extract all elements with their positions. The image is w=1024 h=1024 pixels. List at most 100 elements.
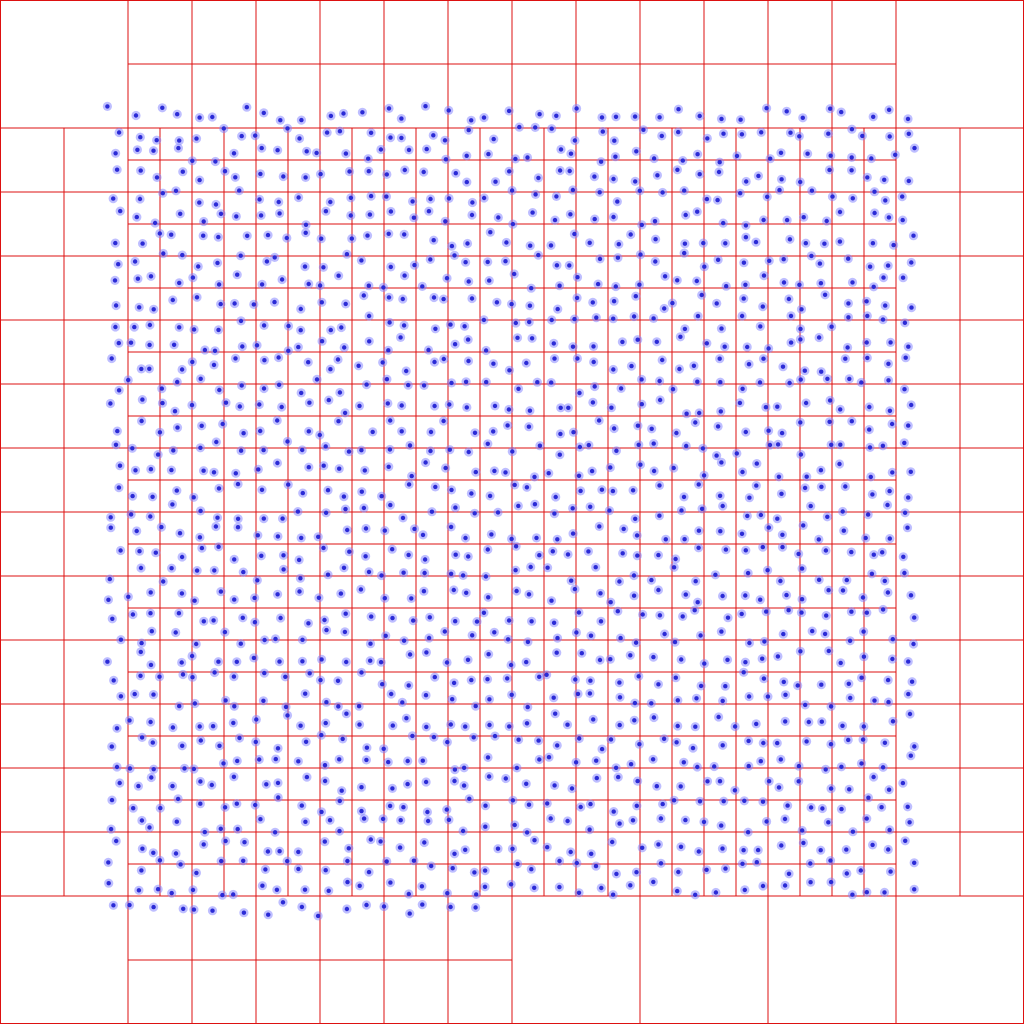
data-point (512, 763, 522, 773)
data-point (506, 879, 516, 889)
data-point (190, 698, 200, 709)
data-point (867, 489, 878, 499)
data-point (234, 186, 244, 196)
data-point (174, 136, 184, 146)
data-point (909, 741, 919, 752)
data-point (534, 672, 544, 682)
data-point (259, 383, 269, 394)
data-point (878, 315, 888, 325)
data-point (681, 210, 691, 220)
data-point (905, 817, 915, 827)
data-point (271, 754, 281, 764)
data-point (274, 197, 284, 207)
data-point (671, 554, 681, 564)
data-point (354, 401, 365, 411)
data-point (376, 570, 387, 581)
data-point (446, 378, 457, 388)
data-point (376, 144, 386, 155)
data-point (297, 902, 307, 912)
data-point (252, 340, 262, 350)
data-point (259, 108, 269, 118)
data-point (197, 543, 207, 553)
data-point (777, 530, 788, 540)
data-point (174, 701, 184, 711)
data-point (655, 376, 665, 386)
data-point (885, 486, 895, 496)
data-point (903, 689, 913, 699)
data-point (276, 613, 286, 623)
data-point (795, 334, 806, 344)
data-point (479, 193, 489, 203)
data-point (672, 165, 683, 175)
data-point (777, 542, 788, 552)
data-point (304, 398, 314, 408)
data-point (763, 565, 773, 575)
data-point (654, 480, 665, 490)
data-point (596, 616, 606, 626)
data-point (274, 352, 284, 363)
data-point (565, 209, 576, 219)
data-point (690, 722, 700, 732)
data-point (461, 377, 471, 387)
data-point (634, 440, 644, 450)
data-point (199, 466, 209, 476)
data-point (400, 165, 410, 175)
data-point (524, 317, 534, 327)
data-point (691, 576, 701, 586)
data-point (780, 716, 790, 727)
data-point (462, 402, 472, 412)
data-point (629, 570, 639, 581)
data-point (669, 562, 679, 572)
data-point (715, 526, 725, 536)
data-point (743, 568, 753, 578)
data-point (344, 843, 354, 853)
data-point (673, 867, 683, 877)
data-point (445, 445, 455, 455)
data-point (385, 444, 395, 455)
data-point (625, 650, 635, 660)
data-point (568, 427, 579, 437)
data-point (574, 388, 585, 398)
data-point (341, 657, 351, 667)
data-point (835, 237, 845, 247)
data-point (221, 695, 231, 706)
data-point (846, 607, 857, 617)
data-point (167, 499, 177, 509)
data-point (421, 457, 431, 468)
data-point (526, 283, 536, 293)
data-point (634, 739, 645, 749)
data-point (362, 743, 372, 753)
data-point (256, 551, 266, 561)
data-point (422, 144, 432, 154)
data-point (106, 523, 116, 533)
data-point (525, 301, 535, 311)
data-point (109, 675, 119, 686)
data-point (137, 732, 147, 743)
data-point (471, 889, 481, 900)
data-point (316, 169, 326, 179)
data-point (483, 592, 493, 602)
data-point (607, 837, 617, 847)
data-point (628, 485, 638, 495)
data-point (653, 585, 664, 595)
data-point (800, 700, 810, 710)
data-point (865, 262, 875, 272)
data-point (564, 260, 574, 270)
data-point (776, 148, 786, 158)
data-point (229, 672, 239, 682)
data-point (794, 761, 804, 771)
data-point (460, 845, 470, 855)
data-point (720, 681, 730, 691)
data-point (462, 151, 472, 161)
data-point (511, 541, 521, 551)
data-point (631, 291, 641, 301)
data-point (229, 148, 239, 158)
data-point (189, 492, 199, 502)
data-point (460, 321, 470, 331)
data-point (464, 276, 474, 287)
data-point (463, 335, 473, 345)
data-point (738, 384, 748, 394)
data-point (862, 296, 872, 306)
data-point (488, 426, 498, 436)
data-point (692, 762, 702, 772)
